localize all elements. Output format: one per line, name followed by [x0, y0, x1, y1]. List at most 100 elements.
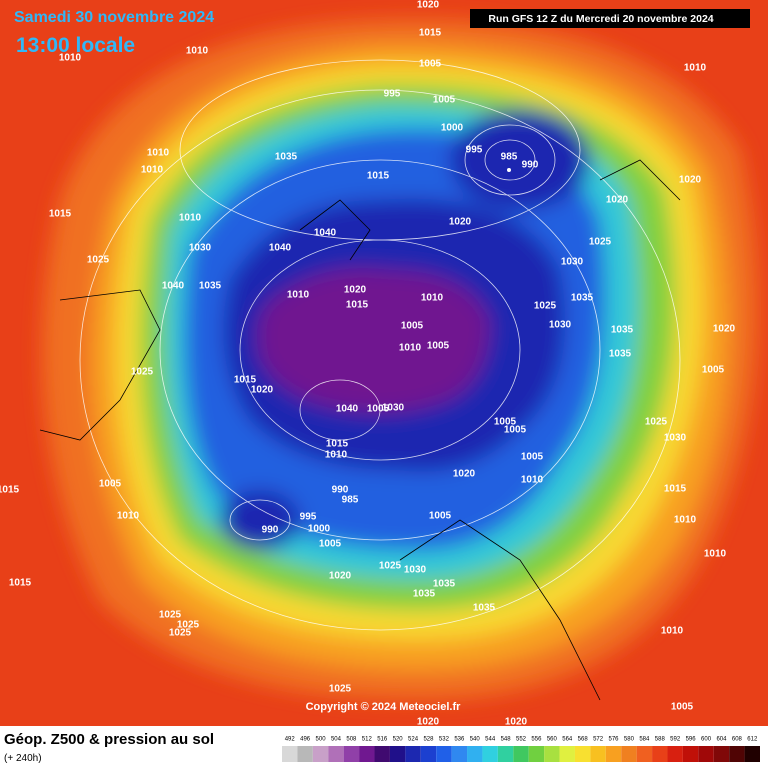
- isobar-label: 1035: [433, 579, 456, 590]
- isobar-label: 1015: [234, 375, 257, 386]
- colorbar-label: 500: [316, 737, 327, 743]
- footer-title: Géop. Z500 & pression au sol: [4, 731, 214, 748]
- colorbar-label: 512: [362, 737, 373, 743]
- colorbar-label: 564: [562, 737, 573, 743]
- isobar-label: 1005: [401, 321, 424, 332]
- colorbar-swatch: [652, 746, 668, 762]
- colorbar-label: 572: [593, 737, 604, 743]
- colorbar-label: 508: [346, 737, 357, 743]
- isobar-label: 1020: [251, 385, 274, 396]
- isobar-label: 995: [384, 89, 401, 100]
- isobar-label: 1035: [413, 589, 436, 600]
- colorbar-swatch: [574, 746, 591, 762]
- colorbar-swatch: [389, 746, 406, 762]
- colorbar-label: 496: [300, 737, 311, 743]
- isobar-label: 1025: [169, 628, 192, 639]
- isobar-label: 1030: [382, 403, 405, 414]
- isobar-label: 1010: [704, 549, 727, 560]
- isobar-label: 1030: [549, 320, 572, 331]
- isobar-label: 1005: [427, 341, 450, 352]
- isobar-label: 1000: [441, 123, 464, 134]
- colorbar-label: 548: [501, 737, 512, 743]
- colorbar-label: 528: [423, 737, 434, 743]
- colorbar-label: 600: [701, 737, 712, 743]
- footer-lead: (+ 240h): [4, 753, 42, 764]
- colorbar-label: 596: [686, 737, 697, 743]
- colorbar-swatch: [605, 746, 622, 762]
- colorbar-swatch: [621, 746, 637, 762]
- isobar-label: 1005: [99, 479, 122, 490]
- colorbar-swatch: [713, 746, 730, 762]
- colorbar-swatch: [343, 746, 360, 762]
- z500-field: [0, 0, 768, 726]
- colorbar-label: 612: [747, 737, 758, 743]
- isobar-label: 1025: [379, 561, 402, 572]
- isobar-label: 985: [342, 495, 359, 506]
- colorbar-swatch: [497, 746, 514, 762]
- colorbar-swatch: [682, 746, 699, 762]
- isobar-label: 1005: [521, 452, 544, 463]
- isobar-label: 1025: [329, 684, 352, 695]
- isobar-label: 1020: [606, 195, 629, 206]
- colorbar-label: 516: [377, 737, 388, 743]
- isobar-label: 985: [501, 152, 518, 163]
- isobar-label: 1025: [645, 417, 668, 428]
- colorbar-swatch: [729, 746, 745, 762]
- colorbar-label: 584: [639, 737, 650, 743]
- colorbar-swatch: [297, 746, 313, 762]
- colorbar-label: 604: [716, 737, 727, 743]
- isobar-label: 1020: [449, 217, 472, 228]
- colorbar-swatch: [405, 746, 421, 762]
- isobar-label: 995: [466, 145, 483, 156]
- isobar-label: 1020: [505, 717, 528, 728]
- isobar-label: 1005: [367, 404, 390, 415]
- isobar-label: 1010: [325, 450, 348, 461]
- colorbar-label: 524: [408, 737, 419, 743]
- isobar-label: 1010: [674, 515, 697, 526]
- isobar-label: 1005: [494, 417, 517, 428]
- colorbar-label: 520: [393, 737, 404, 743]
- isobar-label: 1020: [453, 469, 476, 480]
- isobar-label: 990: [332, 485, 349, 496]
- isobar-label: 1020: [329, 571, 352, 582]
- colorbar-swatch: [698, 746, 714, 762]
- isobar-label: 1015: [9, 578, 32, 589]
- isobar-label: 1010: [684, 63, 707, 74]
- colorbar-label: 552: [516, 737, 527, 743]
- isobar-label: 1005: [433, 95, 456, 106]
- isobar-label: 1005: [319, 539, 342, 550]
- colorbar-label: 576: [609, 737, 620, 743]
- isobar-label: 1030: [664, 433, 687, 444]
- colorbar-swatch: [328, 746, 344, 762]
- isobar-label: 1010: [521, 475, 544, 486]
- isobar-label: 1035: [611, 325, 634, 336]
- isobar-label: 1035: [609, 349, 632, 360]
- isobar-label: 1040: [162, 281, 185, 292]
- colorbar-swatch: [528, 746, 545, 762]
- isobar-label: 1010: [661, 626, 684, 637]
- isobar-label: 1015: [367, 171, 390, 182]
- colorbar-label: 560: [547, 737, 558, 743]
- colorbar-swatch: [636, 746, 653, 762]
- isobar-label: 1025: [177, 620, 200, 631]
- colorbar-swatch: [667, 746, 683, 762]
- isobar-label: 1005: [419, 59, 442, 70]
- colorbar-label: 532: [439, 737, 450, 743]
- isobar-label: 1030: [404, 565, 427, 576]
- colorbar-swatch: [374, 746, 390, 762]
- colorbar-label: 540: [470, 737, 481, 743]
- isobar-label: 1020: [417, 0, 440, 11]
- isobar-label: 1010: [141, 165, 164, 176]
- date: Samedi 30 novembre 2024: [14, 9, 214, 26]
- isobar-label: 1015: [346, 300, 369, 311]
- isobar-label: 1025: [534, 301, 557, 312]
- colorbar-label: 592: [670, 737, 681, 743]
- colorbar-swatch: [282, 746, 298, 762]
- isobar-label: 1035: [571, 293, 594, 304]
- isobar-label: 1000: [308, 524, 331, 535]
- isobar-label: 1015: [49, 209, 72, 220]
- colorbar-swatch: [451, 746, 468, 762]
